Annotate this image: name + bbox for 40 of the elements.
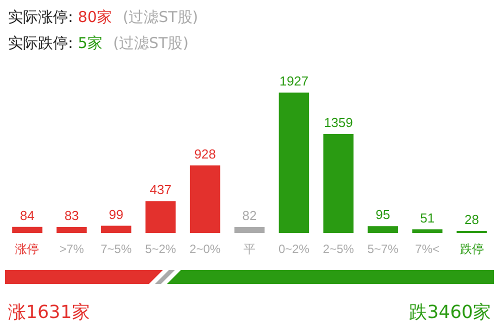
x-tick-label: 5~2% [145,242,176,256]
data-label: 82 [242,208,257,224]
bar [412,229,442,233]
text: 涨1631家 [8,301,90,324]
x-tick-label: 7~5% [100,242,132,256]
x-tick-label: 2~0% [190,242,221,256]
x-tick-label: >7% [60,242,84,256]
data-label: 437 [150,182,172,198]
text: 80家 [78,8,112,26]
data-label: 1359 [324,114,353,130]
text: (过滤ST股) [113,34,189,52]
bar [145,201,176,233]
bar [368,226,398,233]
text: (过滤ST股) [122,8,198,26]
text: 实际跌停: [8,34,74,52]
data-label: 83 [64,208,79,223]
bar [278,92,310,233]
x-tick-label: 2~5% [322,242,354,256]
x-tick-label: 平 [244,242,256,256]
data-label: 28 [464,212,480,227]
data-label: 51 [420,210,435,226]
bar [101,226,132,233]
data-label: 84 [20,208,34,223]
x-tick-label: 5~7% [367,242,399,256]
x-tick-label: 涨停 [15,242,40,256]
x-tick-label: 7%< [415,242,440,256]
data-label: 1927 [279,74,308,89]
data-label: 99 [108,206,124,222]
x-tick-label: 跌停 [460,242,484,256]
data-label: 95 [376,207,390,222]
text: 实际涨停: [8,8,74,26]
bar [234,227,265,233]
text: 跌3460家 [409,301,491,324]
bar [190,165,220,233]
bar [56,226,87,233]
bar [12,226,42,233]
text: 5家 [78,34,102,52]
data-label: 928 [194,146,216,162]
bar [323,134,354,233]
x-tick-label: 0~2% [278,242,310,256]
